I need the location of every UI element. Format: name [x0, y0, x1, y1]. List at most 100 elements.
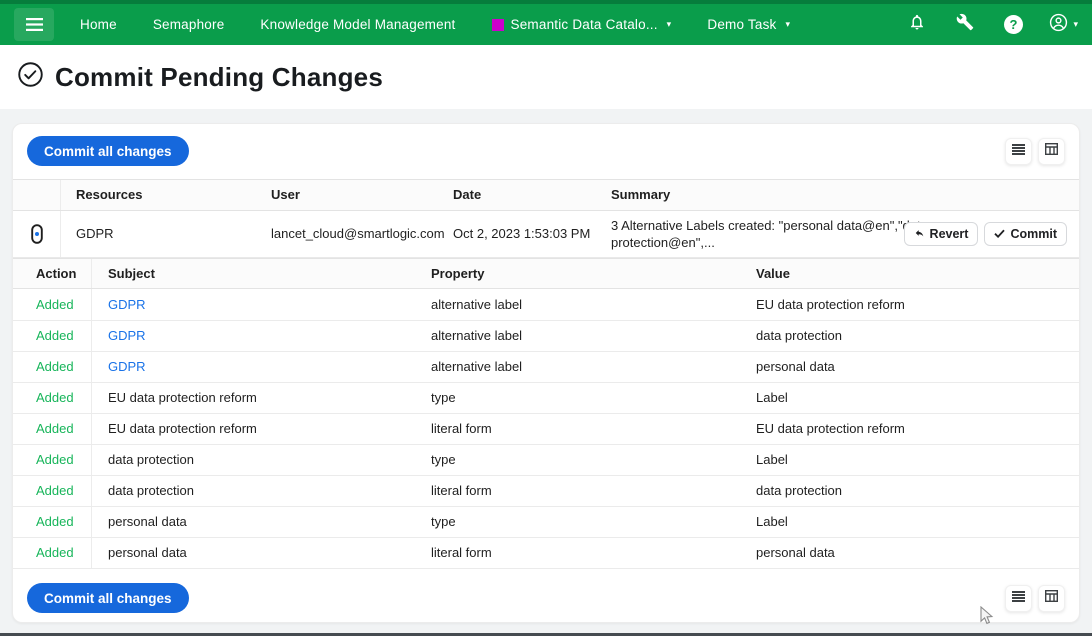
change-property: alternative label — [431, 328, 523, 344]
change-value: EU data protection reform — [756, 296, 905, 312]
change-action: Added — [13, 537, 92, 569]
content-area: Commit all changes Resources User Date — [0, 109, 1092, 636]
list-view-button[interactable] — [1005, 584, 1032, 612]
list-view-icon — [1012, 142, 1025, 160]
change-action: Added — [13, 351, 92, 382]
change-property: literal form — [431, 421, 492, 437]
revert-button-label: Revert — [929, 226, 969, 241]
nav-item-semaphore[interactable]: Semaphore — [139, 9, 239, 40]
change-property: type — [431, 390, 456, 406]
table-view-icon — [1044, 142, 1059, 160]
nav-item-label: Home — [80, 17, 117, 32]
change-subject: personal data — [108, 545, 187, 561]
nav-item-semantic-data-catalog[interactable]: Semantic Data Catalo... ▾ — [478, 9, 686, 40]
change-row: Added data protection type Label — [13, 444, 1079, 476]
change-row: Added GDPR alternative label personal da… — [13, 351, 1079, 383]
change-value: EU data protection reform — [756, 421, 905, 437]
main-navbar: Home Semaphore Knowledge Model Managemen… — [0, 4, 1092, 45]
change-action: Added — [13, 506, 92, 537]
nav-item-label: Knowledge Model Management — [260, 17, 456, 32]
window-top-strip — [0, 0, 1092, 4]
pending-row-actions: Revert Commit — [903, 221, 1079, 246]
change-subject-link[interactable]: GDPR — [108, 328, 146, 344]
change-value: Label — [756, 390, 788, 406]
pending-table-header: Resources User Date Summary — [13, 179, 1079, 211]
nav-item-label: Semantic Data Catalo... — [510, 17, 658, 32]
list-view-button[interactable] — [1005, 137, 1032, 165]
column-header-action: Action — [13, 258, 92, 289]
change-action: Added — [13, 475, 92, 506]
undo-icon — [914, 227, 925, 241]
nav-item-label: Semaphore — [152, 17, 225, 32]
view-toggle-buttons — [1005, 137, 1065, 165]
change-property: alternative label — [431, 359, 523, 375]
chevron-down-icon: ▾ — [666, 19, 672, 29]
check-icon — [994, 227, 1006, 241]
change-row: Added GDPR alternative label EU data pro… — [13, 289, 1079, 321]
nav-item-demo-task[interactable]: Demo Task ▾ — [693, 9, 804, 40]
check-circle-icon — [17, 61, 44, 93]
page-header: Commit Pending Changes — [0, 45, 1092, 109]
column-header-resources: Resources — [76, 187, 143, 203]
hamburger-menu-button[interactable] — [14, 8, 54, 41]
card-toolbar-top: Commit all changes — [13, 124, 1079, 179]
change-property: literal form — [431, 545, 492, 561]
column-header-summary: Summary — [611, 187, 671, 203]
pending-commit-row: GDPR lancet_cloud@smartlogic.com Oct 2, … — [13, 210, 1079, 258]
change-subject-link[interactable]: GDPR — [108, 359, 146, 375]
change-value: personal data — [756, 359, 835, 375]
nav-item-home[interactable]: Home — [66, 9, 131, 40]
change-subject: data protection — [108, 452, 195, 468]
pending-header-icon-column — [13, 180, 61, 210]
change-value: Label — [756, 514, 788, 530]
change-action: Added — [13, 382, 92, 413]
help-icon: ? — [1003, 15, 1023, 34]
change-action: Added — [13, 289, 92, 320]
column-header-value: Value — [756, 266, 790, 282]
nav-item-knowledge-model-management[interactable]: Knowledge Model Management — [246, 9, 469, 40]
notifications-button[interactable] — [905, 13, 929, 37]
change-row: Added data protection literal form data … — [13, 475, 1079, 507]
table-view-icon — [1044, 589, 1059, 607]
page-title: Commit Pending Changes — [55, 61, 383, 92]
change-row: Added GDPR alternative label data protec… — [13, 320, 1079, 352]
column-header-user: User — [271, 187, 300, 203]
pending-user-value: lancet_cloud@smartlogic.com — [271, 226, 445, 242]
pending-resources-value: GDPR — [76, 226, 114, 242]
account-button[interactable]: ▾ — [1049, 13, 1078, 37]
commit-button[interactable]: Commit — [984, 221, 1067, 246]
commit-all-changes-button-bottom[interactable]: Commit all changes — [27, 583, 189, 614]
change-row: Added personal data literal form persona… — [13, 537, 1079, 570]
bell-icon — [908, 13, 926, 36]
table-view-button[interactable] — [1038, 584, 1065, 612]
nav-menu: Home Semaphore Knowledge Model Managemen… — [66, 9, 804, 40]
catalog-swatch-icon — [491, 18, 504, 31]
chevron-down-icon: ▾ — [1073, 19, 1078, 29]
commit-marker-icon — [13, 210, 61, 257]
hamburger-icon — [25, 18, 43, 31]
change-row: Added EU data protection reform literal … — [13, 413, 1079, 445]
commit-all-changes-button[interactable]: Commit all changes — [27, 136, 189, 166]
pending-date-value: Oct 2, 2023 1:53:03 PM — [453, 226, 591, 242]
list-view-icon — [1012, 589, 1025, 607]
revert-button[interactable]: Revert — [903, 221, 979, 246]
change-subject: data protection — [108, 483, 195, 499]
column-header-subject: Subject — [108, 266, 155, 282]
account-icon — [1049, 13, 1068, 37]
tools-button[interactable] — [953, 13, 977, 37]
change-subject: EU data protection reform — [108, 390, 257, 406]
change-row: Added EU data protection reform type Lab… — [13, 382, 1079, 414]
chevron-down-icon: ▾ — [785, 19, 791, 29]
change-value: data protection — [756, 328, 843, 344]
window-bottom-edge — [0, 633, 1092, 636]
change-value: data protection — [756, 483, 843, 499]
change-property: alternative label — [431, 296, 523, 312]
change-subject-link[interactable]: GDPR — [108, 296, 146, 312]
help-button[interactable]: ? — [1001, 13, 1025, 37]
column-header-date: Date — [453, 187, 482, 203]
table-view-button[interactable] — [1038, 137, 1065, 165]
change-property: type — [431, 514, 456, 530]
change-action: Added — [13, 444, 92, 475]
change-row: Added personal data type Label — [13, 506, 1079, 538]
change-subject: personal data — [108, 514, 187, 530]
